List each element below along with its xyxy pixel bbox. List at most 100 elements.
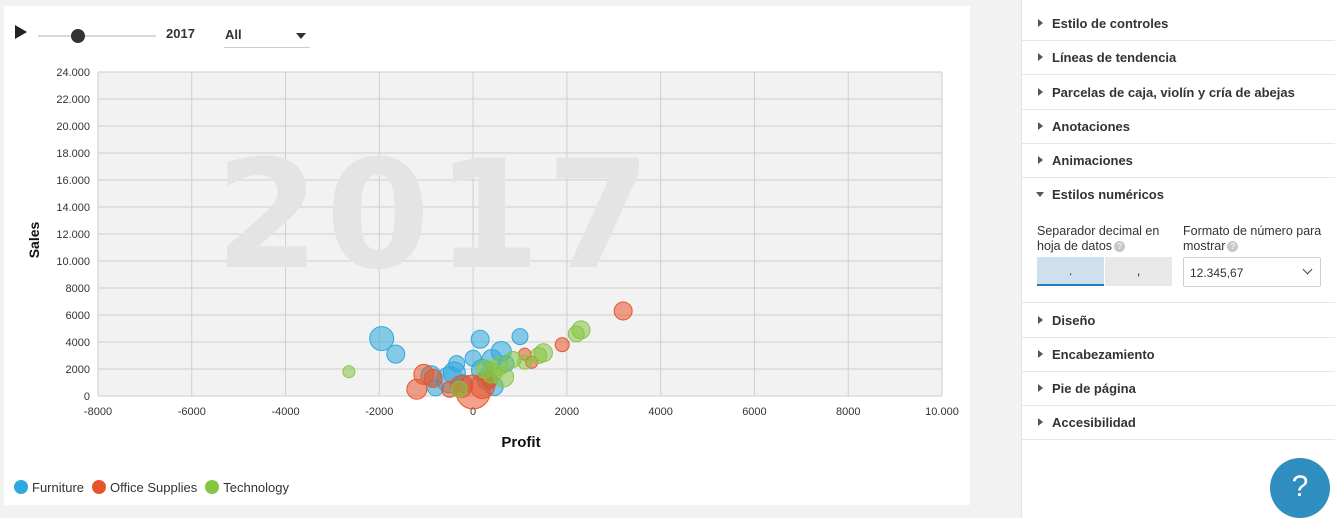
caret-right-icon (1038, 122, 1043, 130)
x-tick-label: -2000 (365, 406, 393, 418)
decimal-label-line2: hoja de datos (1037, 239, 1113, 253)
filter-value: All (225, 27, 242, 42)
data-points (342, 301, 633, 410)
legend-label: Technology (223, 479, 290, 495)
data-point-furniture[interactable] (386, 344, 406, 364)
data-point-furniture[interactable] (470, 329, 490, 349)
chart-panel: 2017 All 2017 -8000 -6000 -4000 -2000 0 2000 4… (4, 6, 970, 505)
x-tick-label: 4000 (648, 406, 672, 418)
legend-label: Office Supplies (110, 479, 198, 495)
y-tick-label: 18.000 (56, 148, 90, 160)
legend-item-office-supplies[interactable]: Office Supplies (92, 480, 197, 495)
caret-down-icon (296, 33, 306, 39)
help-icon[interactable]: ? (1227, 241, 1239, 253)
x-axis-label: Profit (501, 434, 540, 451)
section-bottom-1[interactable]: Encabezamiento (1022, 338, 1335, 372)
decimal-separator-label: Separador decimal en hoja de datos? (1037, 224, 1159, 254)
settings-side-panel: Estilo de controles Líneas de tendencia Pa… (1021, 0, 1337, 518)
legend-swatch (14, 480, 28, 494)
y-tick-label: 14.000 (56, 202, 90, 214)
x-tick-label: -8000 (84, 406, 112, 418)
y-tick-label: 0 (84, 391, 90, 403)
y-tick-label: 20.000 (56, 121, 90, 133)
section-1[interactable]: Líneas de tendencia (1022, 41, 1335, 75)
y-tick-label: 10.000 (56, 256, 90, 268)
caret-right-icon (1038, 350, 1043, 358)
data-point-technology[interactable] (342, 365, 356, 379)
y-tick-label: 4000 (66, 337, 90, 349)
section-bottom-0[interactable]: Diseño (1022, 304, 1335, 338)
data-point-technology[interactable] (517, 354, 533, 370)
x-tick-label: 10.000 (925, 406, 959, 418)
caret-right-icon (1038, 19, 1043, 27)
number-format-label: Formato de número para mostrar? (1183, 224, 1321, 254)
y-tick-label: 2000 (66, 364, 90, 376)
number-format-select[interactable]: 12.345,67 (1183, 257, 1321, 287)
data-point-furniture[interactable] (448, 355, 466, 373)
chart-legend: Furniture Office Supplies Technology (14, 478, 297, 496)
caret-right-icon (1038, 384, 1043, 392)
section-label: Accesibilidad (1052, 415, 1136, 430)
data-point-furniture[interactable] (511, 328, 529, 346)
data-point-office-supplies[interactable] (554, 337, 570, 353)
section-4[interactable]: Animaciones (1022, 144, 1335, 178)
section-label: Parcelas de caja, violín y cría de abeja… (1052, 85, 1295, 100)
data-point-technology[interactable] (571, 320, 591, 340)
y-axis-ticks: 0 2000 4000 6000 8000 10.000 12.000 14.000 16.00… (56, 67, 90, 403)
play-icon[interactable] (14, 24, 28, 40)
section-label: Estilos numéricos (1052, 187, 1164, 202)
year-slider-track[interactable] (38, 35, 156, 37)
year-slider-handle[interactable] (71, 29, 85, 43)
caret-right-icon (1038, 88, 1043, 96)
section-label: Estilo de controles (1052, 16, 1169, 31)
animation-controls: 2017 All (14, 18, 314, 48)
data-point-furniture[interactable] (369, 326, 395, 352)
legend-swatch (92, 480, 107, 494)
format-label-line1: Formato de número para (1183, 224, 1322, 238)
category-filter-select[interactable]: All (224, 22, 310, 48)
caret-right-icon (1038, 316, 1043, 324)
y-tick-label: 6000 (66, 310, 90, 322)
section-label: Líneas de tendencia (1052, 50, 1177, 65)
numeric-styles-content: Separador decimal en hoja de datos?., Form… (1022, 211, 1335, 303)
data-point-technology[interactable] (533, 343, 553, 363)
data-point-office-supplies[interactable] (423, 368, 443, 388)
x-tick-label: 6000 (742, 406, 766, 418)
section-bottom-2[interactable]: Pie de página (1022, 372, 1335, 406)
section-5[interactable]: Estilos numéricos (1022, 178, 1335, 212)
caret-down-icon (1036, 192, 1044, 197)
x-tick-label: 2000 (555, 406, 579, 418)
x-tick-label: 8000 (836, 406, 860, 418)
y-tick-label: 24.000 (56, 67, 90, 79)
help-icon[interactable]: ? (1114, 241, 1126, 253)
y-axis-label: Sales (26, 221, 42, 258)
section-bottom-3[interactable]: Accesibilidad (1022, 406, 1335, 440)
legend-item-furniture[interactable]: Furniture (14, 480, 84, 495)
number-format-value: 12.345,67 (1190, 266, 1244, 280)
x-tick-label: -4000 (271, 406, 299, 418)
section-2[interactable]: Parcelas de caja, violín y cría de abeja… (1022, 76, 1335, 110)
help-button[interactable]: ? (1270, 458, 1330, 518)
caret-right-icon (1038, 418, 1043, 426)
section-label: Pie de página (1052, 381, 1136, 396)
decimal-option-comma[interactable]: , (1105, 257, 1172, 286)
y-tick-label: 8000 (66, 283, 90, 295)
section-0[interactable]: Estilo de controles (1022, 7, 1335, 41)
caret-right-icon (1038, 53, 1043, 61)
section-3[interactable]: Anotaciones (1022, 110, 1335, 144)
decimal-label-line1: Separador decimal en (1037, 224, 1160, 238)
legend-item-technology[interactable]: Technology (205, 480, 289, 495)
scatter-chart: 2017 -8000 -6000 -4000 -2000 0 2000 4000 6000 80… (26, 67, 959, 451)
data-point-technology[interactable] (450, 380, 468, 398)
legend-swatch (205, 480, 220, 494)
data-point-office-supplies[interactable] (613, 301, 633, 321)
section-label: Encabezamiento (1052, 347, 1155, 362)
x-tick-label: -6000 (178, 406, 206, 418)
section-label: Diseño (1052, 313, 1096, 328)
data-point-technology[interactable] (493, 366, 515, 388)
y-tick-label: 16.000 (56, 175, 90, 187)
chevron-down-icon (1302, 264, 1313, 275)
decimal-option-dot[interactable]: . (1037, 257, 1104, 286)
legend-label: Furniture (32, 479, 85, 495)
x-axis-ticks: -8000 -6000 -4000 -2000 0 2000 4000 6000 8000 10.… (84, 406, 959, 418)
